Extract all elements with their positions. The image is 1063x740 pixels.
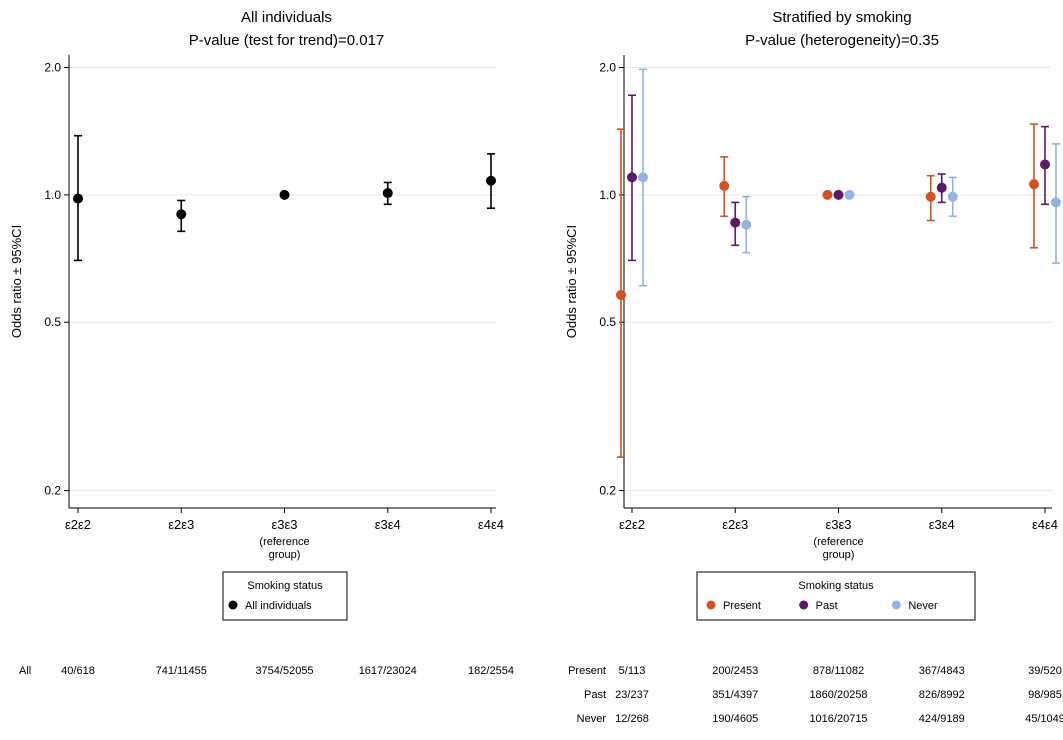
data-point [382, 188, 393, 199]
data-point [741, 219, 752, 230]
data-point [638, 172, 648, 183]
reference-note: (reference [813, 536, 863, 548]
chart-subtitle: P-value (test for trend)=0.017 [189, 32, 385, 49]
data-point [616, 289, 626, 300]
count-row-label: Present [568, 665, 606, 677]
legend-marker [706, 600, 716, 610]
chart-title: Stratified by smoking [772, 9, 911, 26]
legend-label: Past [816, 600, 838, 612]
data-point [279, 189, 290, 200]
legend: Smoking status All individuals [222, 571, 348, 621]
count-cell: 39/520 [1028, 665, 1062, 677]
data-point [844, 189, 855, 200]
data-point [730, 217, 741, 228]
x-tick-label: ε2ε2 [65, 517, 91, 532]
legend-box [696, 571, 976, 621]
x-tick-label: ε3ε3 [271, 517, 297, 532]
y-axis-label: Odds ratio ± 95%CI [9, 225, 24, 338]
x-tick-label: ε4ε4 [478, 517, 504, 532]
data-point [936, 182, 947, 193]
count-cell: 1860/20258 [809, 689, 868, 701]
legend-label: Present [723, 600, 761, 612]
count-cell: 3754/52055 [255, 665, 314, 677]
data-point [176, 209, 187, 220]
series-all-individuals [73, 134, 496, 262]
count-cell: 200/2453 [712, 665, 759, 677]
data-point [486, 175, 496, 186]
count-cell: 741/11455 [155, 665, 207, 677]
count-cell: 351/4397 [712, 689, 759, 701]
x-tick-label: ε2ε3 [168, 517, 194, 532]
count-cell: 45/1049 [1025, 713, 1063, 725]
legend-title: Smoking status [247, 580, 323, 592]
chart-title: All individuals [241, 9, 332, 26]
x-tick-label: ε2ε2 [619, 517, 645, 532]
y-tick-label: 0.2 [44, 484, 61, 498]
count-row-label: Past [583, 689, 606, 701]
series-present [616, 123, 1039, 458]
count-cell: 367/4843 [918, 665, 965, 677]
reference-note: group) [823, 549, 855, 561]
chart-subtitle: P-value (heterogeneity)=0.35 [745, 32, 939, 49]
y-tick-label: 2.0 [44, 61, 61, 75]
x-tick-label: ε3ε3 [825, 517, 851, 532]
data-point [73, 193, 83, 204]
y-tick-label: 0.2 [599, 484, 616, 498]
legend: Smoking status Present Past Never [696, 571, 976, 621]
count-cell: 1617/23024 [358, 665, 417, 677]
series-never [638, 68, 1061, 287]
data-point [947, 191, 958, 202]
legend-label: All individuals [245, 600, 312, 612]
legend-label: Never [908, 600, 938, 612]
legend-marker [228, 600, 238, 610]
reference-note: (reference [259, 536, 309, 548]
count-cell: 424/9189 [918, 713, 965, 725]
legend-marker [799, 600, 809, 610]
count-cell: 40/618 [61, 665, 95, 677]
chart-panel-1: All individuals P-value (test for trend)=… [9, 9, 504, 621]
y-tick-label: 1.0 [599, 188, 616, 202]
x-tick-label: ε3ε4 [929, 517, 955, 532]
data-point [1051, 197, 1061, 208]
count-row-label: Never [576, 713, 606, 725]
data-point [1029, 179, 1039, 190]
data-point [627, 172, 637, 183]
legend-box [222, 571, 348, 621]
y-tick-label: 0.5 [44, 315, 61, 329]
data-point [925, 191, 936, 202]
chart-panel-2: Stratified by smoking P-value (heterogene… [564, 9, 1061, 621]
data-point [1040, 159, 1050, 170]
count-cell: 182/2554 [468, 665, 514, 677]
count-row-label: All [19, 665, 32, 677]
count-cell: 878/11082 [812, 665, 865, 677]
reference-note: group) [269, 549, 301, 561]
count-cell: 1016/20715 [809, 713, 868, 725]
y-tick-label: 0.5 [599, 315, 616, 329]
data-point [719, 180, 730, 191]
x-tick-label: ε2ε3 [722, 517, 748, 532]
y-tick-label: 1.0 [44, 188, 61, 202]
count-cell: 5/113 [618, 665, 646, 677]
count-cell: 23/237 [615, 689, 649, 701]
count-cell: 190/4605 [712, 713, 759, 725]
count-cell: 826/8992 [918, 689, 965, 701]
series-past [627, 94, 1050, 262]
data-point [822, 189, 833, 200]
data-point [833, 189, 844, 200]
x-tick-label: ε3ε4 [375, 517, 401, 532]
legend-marker [891, 600, 901, 610]
count-cell: 98/985 [1028, 689, 1062, 701]
y-tick-label: 2.0 [599, 61, 616, 75]
legend-title: Smoking status [798, 580, 874, 592]
count-cell: 12/268 [615, 713, 649, 725]
y-axis-label: Odds ratio ± 95%CI [564, 225, 579, 338]
x-tick-label: ε4ε4 [1032, 517, 1058, 532]
